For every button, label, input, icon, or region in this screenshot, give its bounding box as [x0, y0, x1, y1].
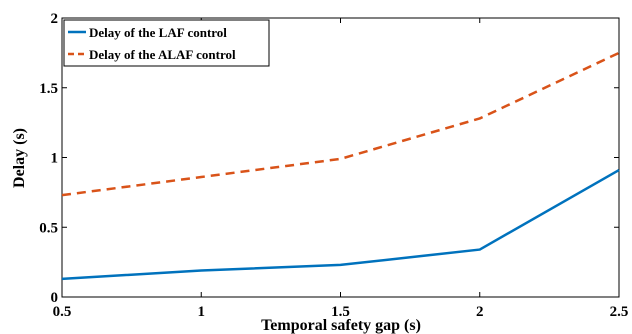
y-axis-label: Delay (s) — [11, 128, 28, 188]
x-tick-label: 2 — [476, 304, 484, 320]
series-line-laf — [61, 168, 620, 281]
y-tick-label: 1.5 — [39, 81, 58, 97]
axis-ticks: 0.5 1 1.5 2 2.500.511.52 — [39, 11, 628, 320]
y-tick-label: 0.5 — [39, 220, 58, 236]
legend-entry-laf: Delay of the LAF control — [89, 25, 227, 40]
x-axis-label: Temporal safety gap (s) — [261, 317, 421, 334]
series-lines — [61, 51, 620, 281]
series-line-alaf — [61, 51, 620, 197]
y-tick-label: 0 — [51, 290, 59, 306]
x-tick-label: 1.5 — [331, 304, 350, 320]
legend: Delay of the LAF control Delay of the AL… — [63, 19, 270, 67]
x-tick-label: 1 — [198, 304, 206, 320]
legend-entry-alaf: Delay of the ALAF control — [89, 47, 236, 62]
legend-box — [63, 19, 270, 67]
y-tick-label: 2 — [51, 11, 59, 27]
x-tick-label: 2.5 — [610, 304, 629, 320]
x-tick-label: 0.5 — [53, 304, 72, 320]
y-tick-label: 1 — [51, 151, 59, 167]
